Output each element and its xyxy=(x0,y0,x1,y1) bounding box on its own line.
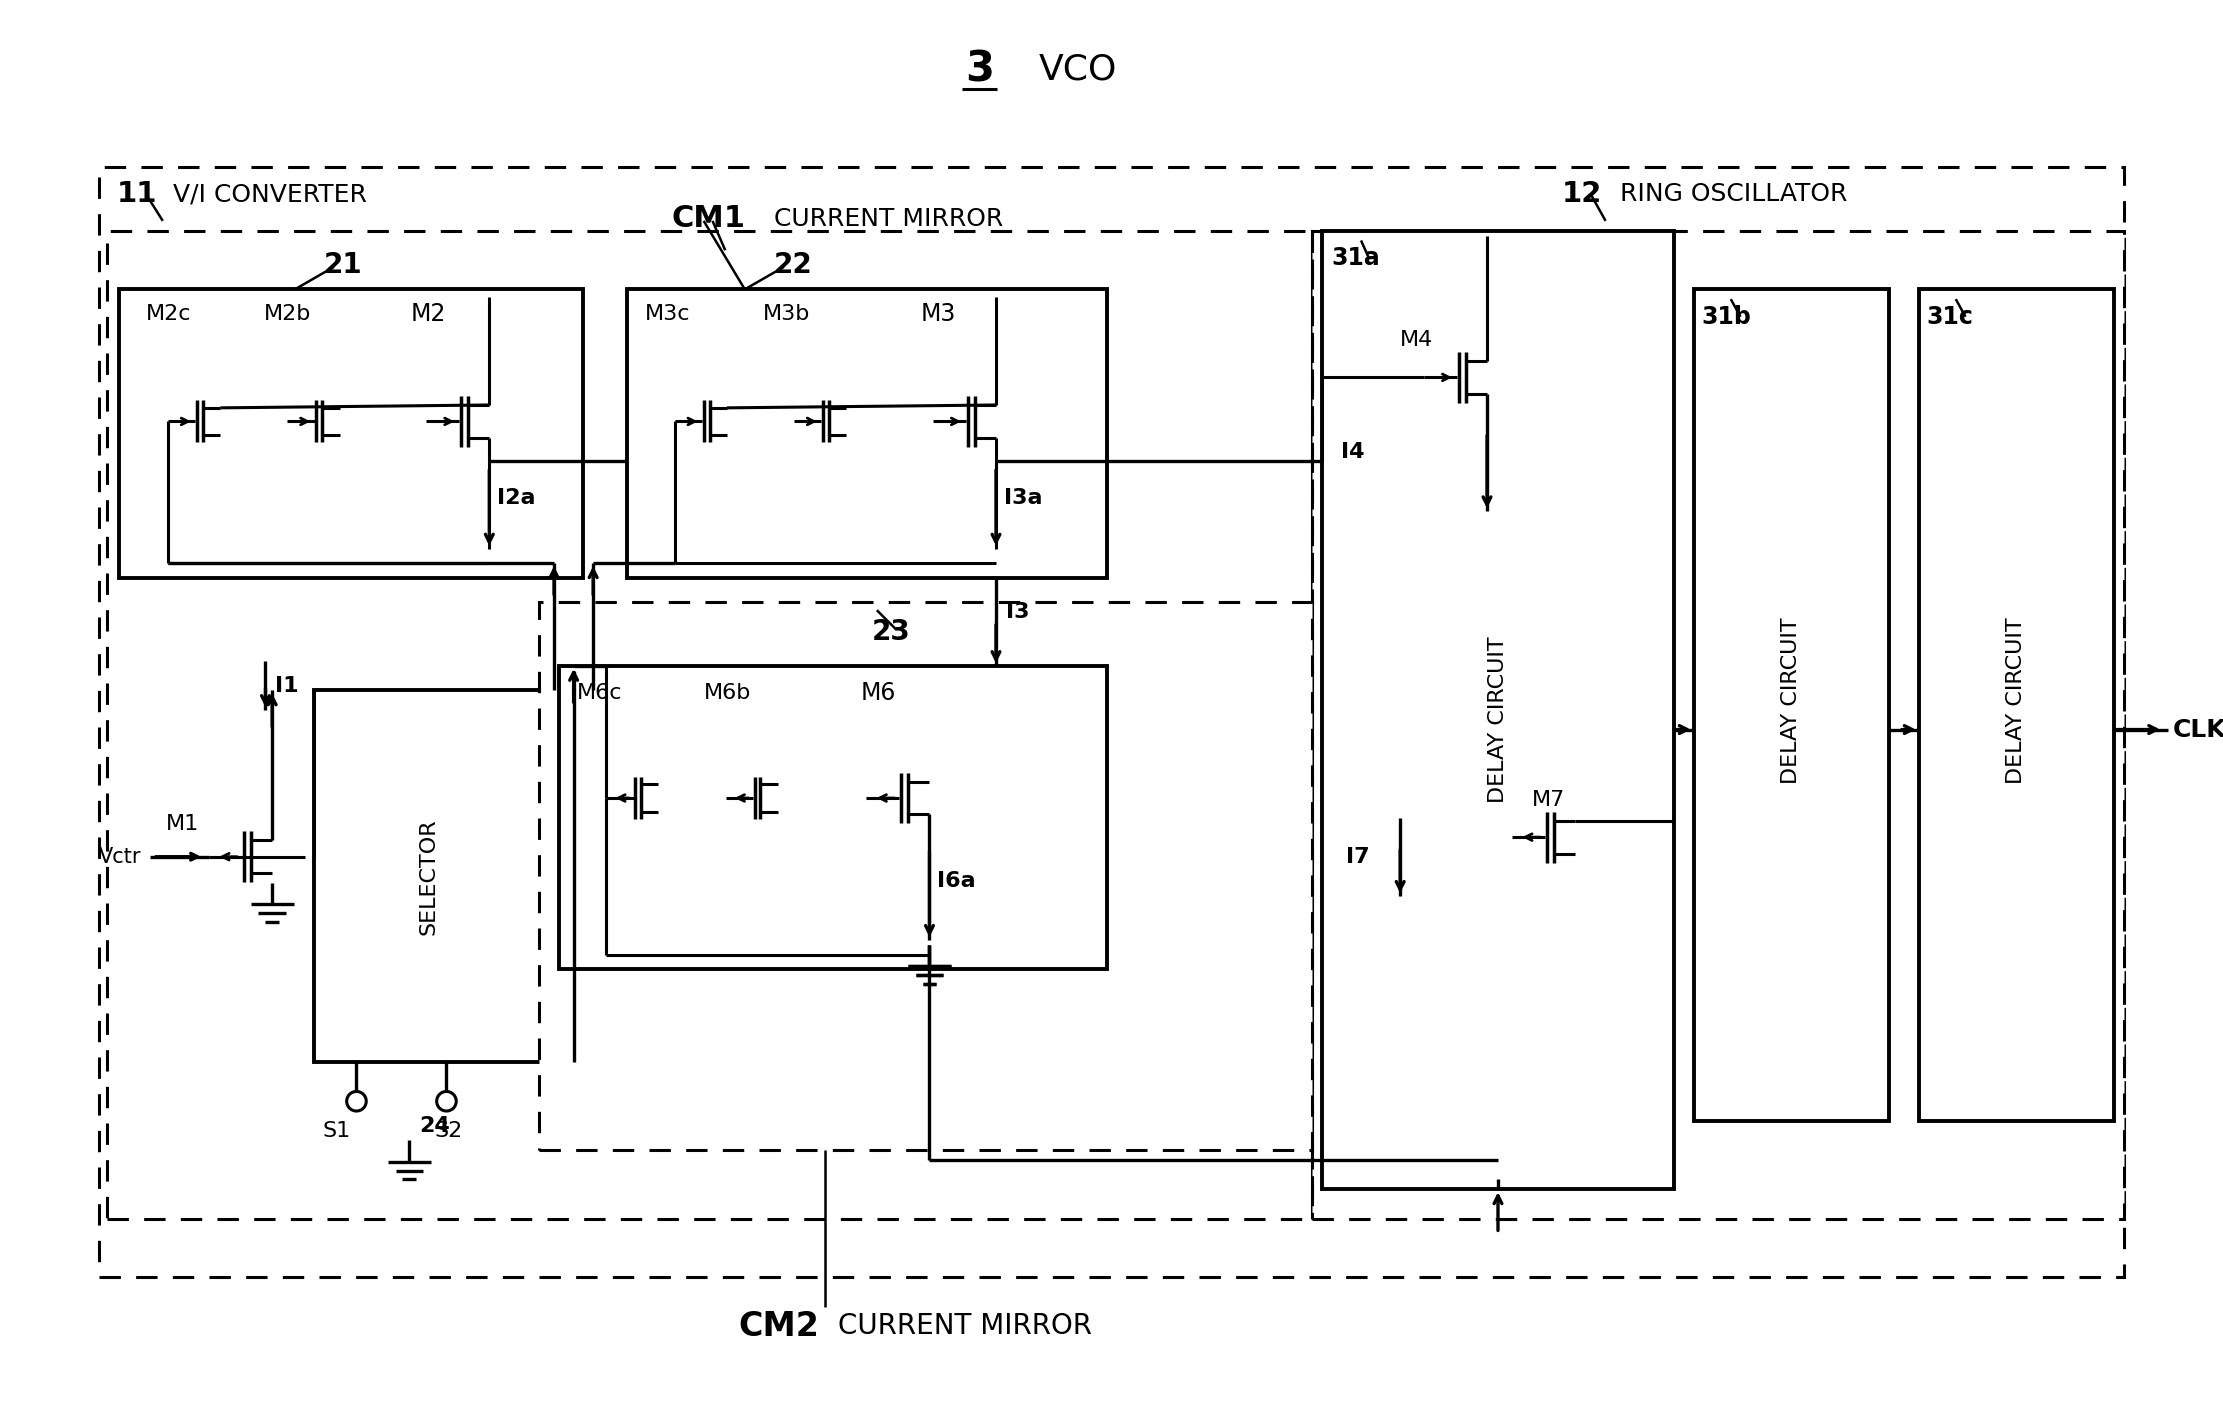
Text: CURRENT MIRROR: CURRENT MIRROR xyxy=(774,207,1003,231)
Bar xyxy=(1323,231,1674,1190)
Text: DELAY CIRCUIT: DELAY CIRCUIT xyxy=(2007,617,2027,784)
Bar xyxy=(100,167,2123,1278)
Text: I3a: I3a xyxy=(1005,488,1043,508)
Text: I4: I4 xyxy=(1340,442,1365,462)
Text: M2b: M2b xyxy=(265,303,311,323)
Text: M2c: M2c xyxy=(147,303,191,323)
Text: 31b: 31b xyxy=(1701,305,1752,329)
Text: I6a: I6a xyxy=(938,871,976,891)
Text: M6: M6 xyxy=(860,682,896,705)
Text: 31a: 31a xyxy=(1332,247,1380,269)
Text: M3b: M3b xyxy=(762,303,809,323)
Bar xyxy=(107,231,1312,1218)
Text: 11: 11 xyxy=(118,180,158,208)
Bar xyxy=(540,603,1312,1150)
Text: 22: 22 xyxy=(774,251,814,279)
Text: DELAY CIRCUIT: DELAY CIRCUIT xyxy=(1487,637,1507,803)
Text: VCO: VCO xyxy=(1038,52,1116,86)
Text: M6c: M6c xyxy=(576,683,622,703)
Text: M3: M3 xyxy=(920,302,956,326)
Text: M1: M1 xyxy=(167,814,200,834)
Text: Vctr: Vctr xyxy=(100,847,142,866)
Bar xyxy=(118,289,582,579)
Text: 23: 23 xyxy=(871,618,911,645)
Text: M2: M2 xyxy=(411,302,445,326)
Text: M3c: M3c xyxy=(645,303,691,323)
Text: I3: I3 xyxy=(1005,603,1029,623)
Text: 3: 3 xyxy=(965,48,994,91)
Text: S2: S2 xyxy=(436,1120,462,1140)
Bar xyxy=(313,691,545,1062)
Text: 24: 24 xyxy=(420,1116,449,1136)
Text: CURRENT MIRROR: CURRENT MIRROR xyxy=(838,1312,1091,1340)
Text: M4: M4 xyxy=(1400,330,1434,350)
Bar xyxy=(558,666,1107,968)
Text: 12: 12 xyxy=(1561,180,1603,208)
Text: CLK: CLK xyxy=(2172,718,2223,742)
Text: CM2: CM2 xyxy=(738,1310,820,1343)
Text: RING OSCILLATOR: RING OSCILLATOR xyxy=(1621,183,1847,207)
Bar xyxy=(1918,289,2114,1120)
Text: M6b: M6b xyxy=(705,683,751,703)
Text: M7: M7 xyxy=(1532,790,1565,810)
Bar xyxy=(1694,289,1890,1120)
Text: I2a: I2a xyxy=(498,488,536,508)
Text: DELAY CIRCUIT: DELAY CIRCUIT xyxy=(1781,617,1801,784)
Text: I7: I7 xyxy=(1347,847,1369,866)
Text: I1: I1 xyxy=(276,675,298,695)
Bar xyxy=(627,289,1107,579)
Text: CM1: CM1 xyxy=(671,204,745,234)
Text: S1: S1 xyxy=(322,1120,351,1140)
Text: SELECTOR: SELECTOR xyxy=(418,818,438,934)
Text: 31c: 31c xyxy=(1927,305,1974,329)
Bar xyxy=(1312,231,2123,1218)
Text: 21: 21 xyxy=(325,251,362,279)
Text: V/I CONVERTER: V/I CONVERTER xyxy=(173,183,367,207)
